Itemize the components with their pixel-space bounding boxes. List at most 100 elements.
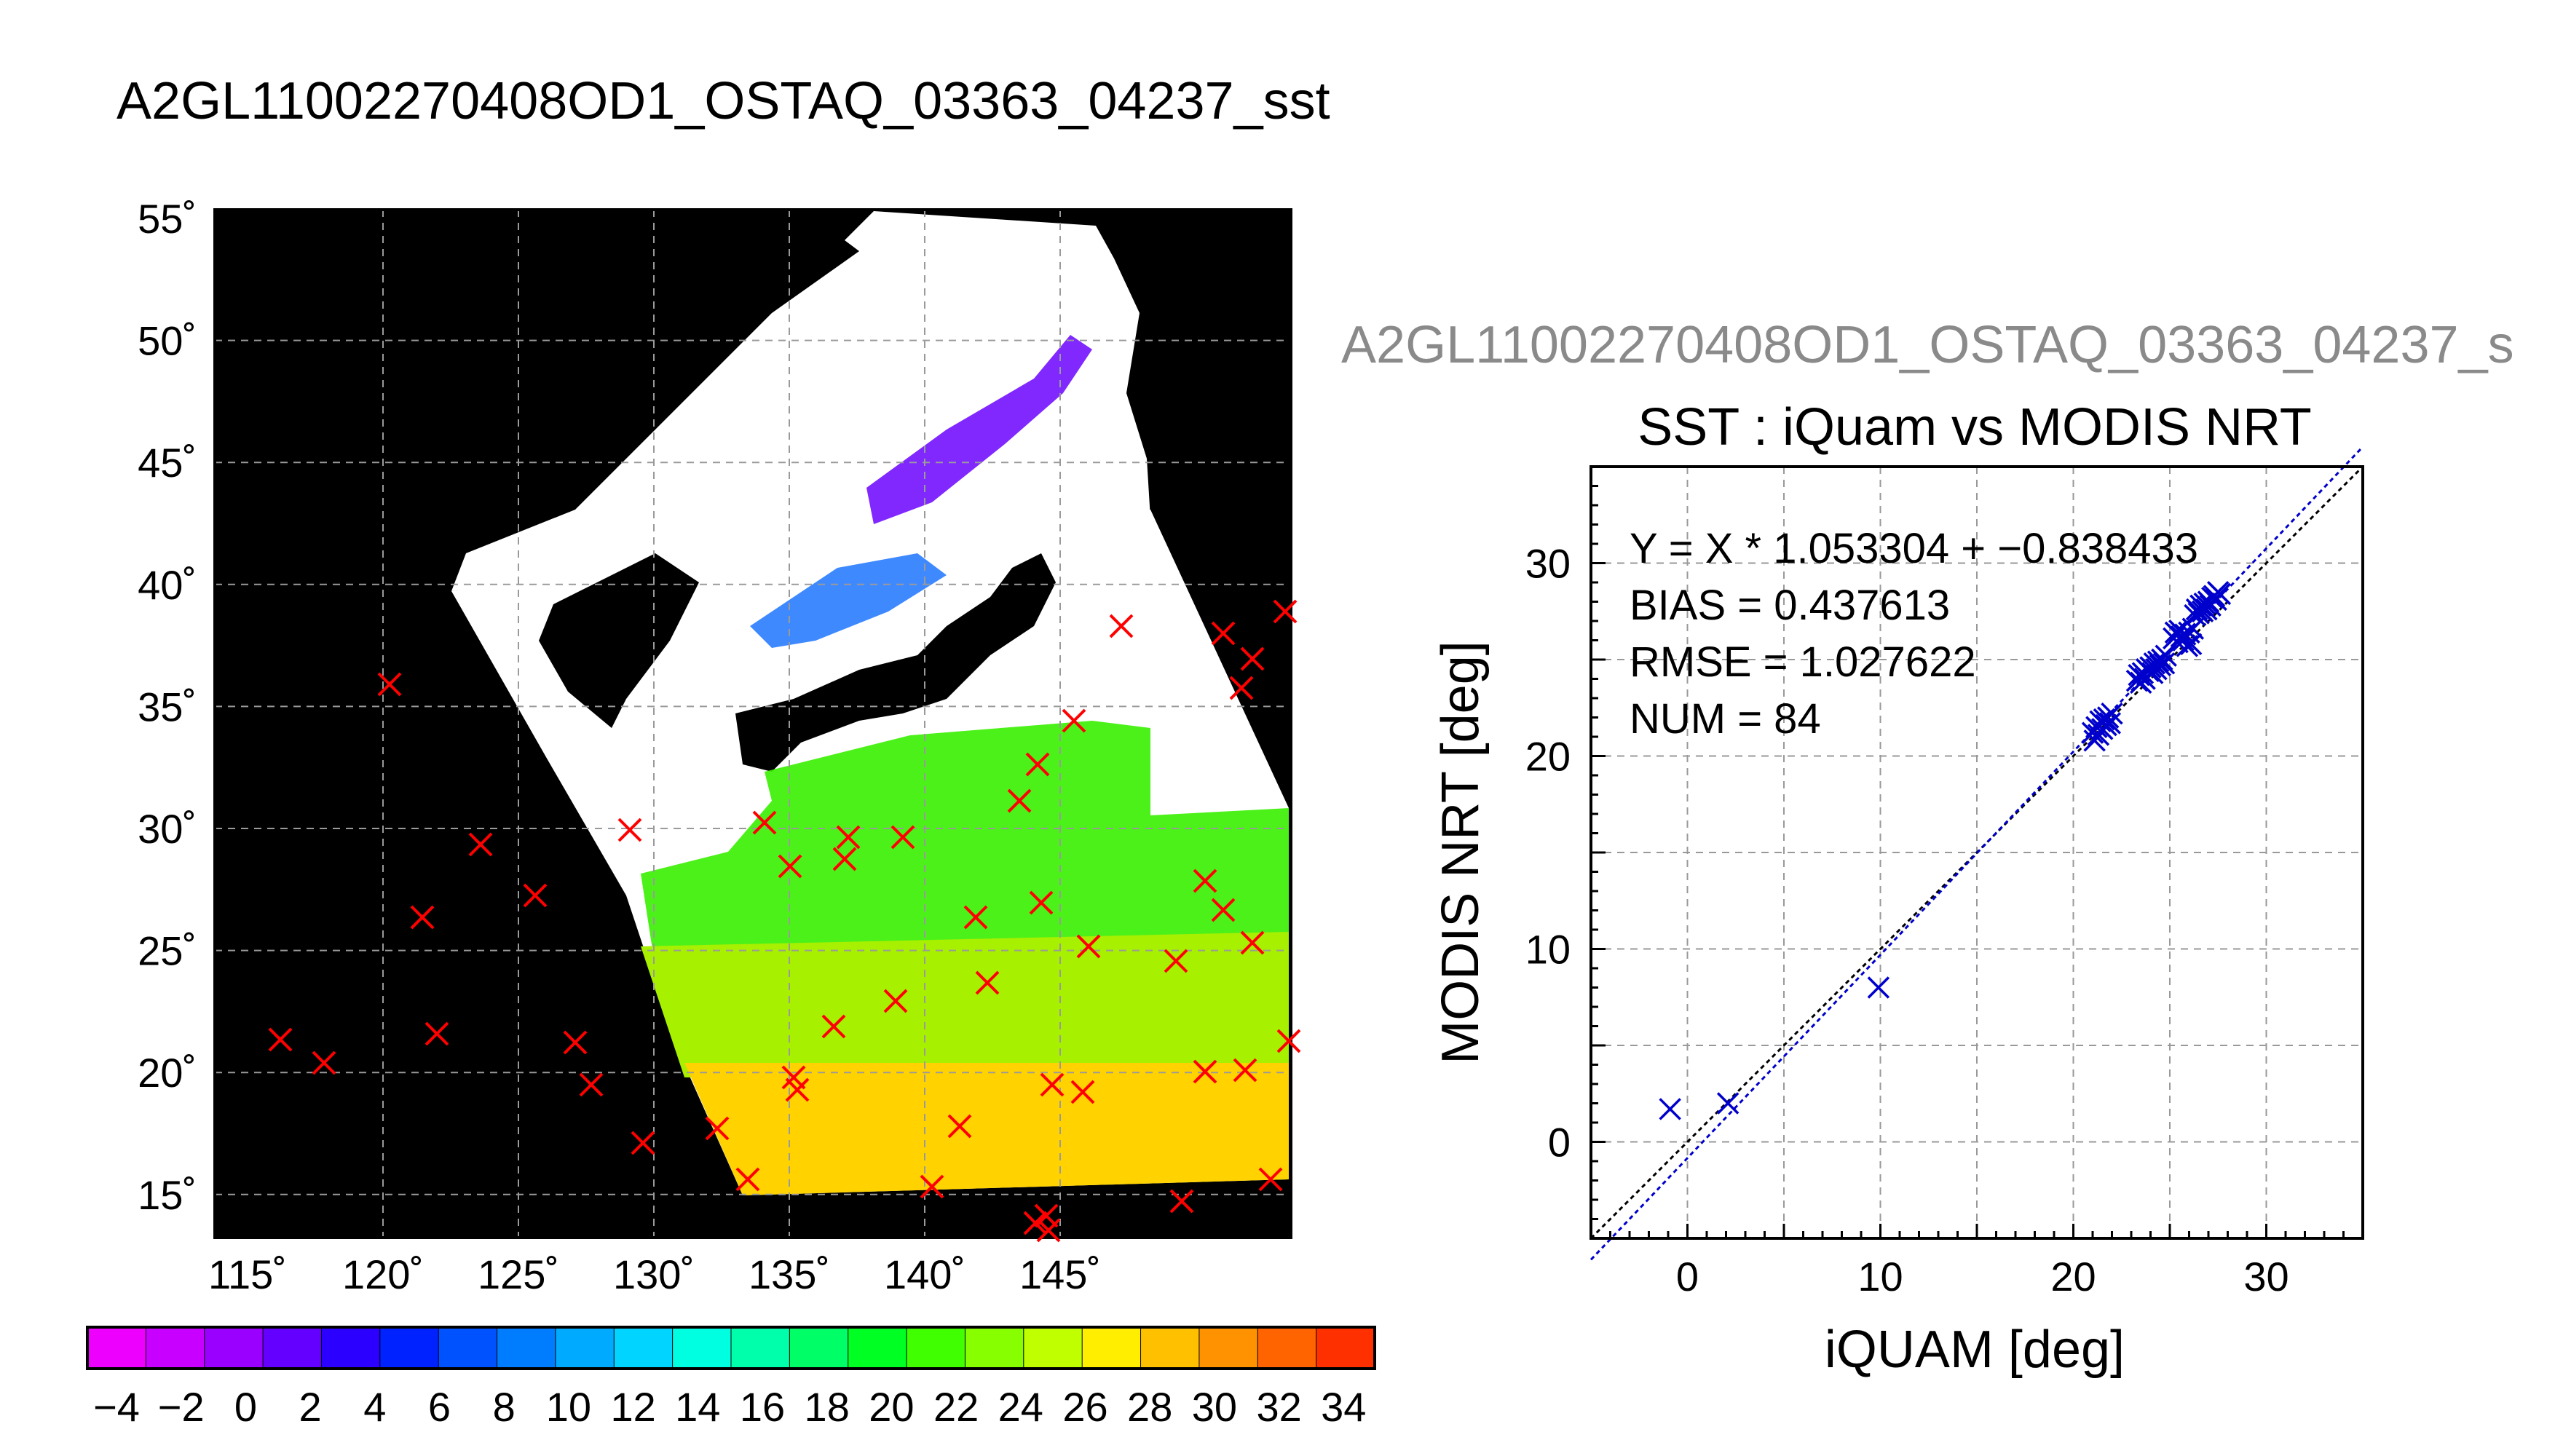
colorbar-label: 20: [869, 1384, 914, 1430]
buoy-markers: [268, 599, 1301, 1243]
colorbar: −4 −2 0 2 4 6 8 10 12 14 16 18 20 22 24 26 28 30 32 34: [86, 1326, 1376, 1430]
num-stat: NUM = 84: [1630, 695, 1821, 743]
colorbar-label: 6: [428, 1384, 451, 1430]
colorbar-label: 26: [1062, 1384, 1107, 1430]
colorbar-cell: [497, 1326, 556, 1369]
scatter-point: [2143, 652, 2166, 675]
colorbar-label: 8: [493, 1384, 516, 1430]
map-grid: [215, 210, 1291, 1238]
buoy-marker: [836, 825, 861, 850]
colorbar-label: 4: [363, 1384, 386, 1430]
buoy-marker: [1169, 1189, 1194, 1214]
scatter-grid: [1591, 467, 2363, 1238]
colorbar-cell: [1198, 1326, 1259, 1369]
colorbar-cell: [672, 1326, 732, 1369]
buoy-marker: [1025, 752, 1050, 777]
buoy-marker: [268, 1027, 293, 1052]
buoy-marker: [735, 1167, 760, 1192]
lon-tick-label: 130˚: [613, 1251, 695, 1297]
lat-tick-label: 35˚: [138, 684, 197, 729]
buoy-marker: [891, 825, 915, 850]
land-korea: [539, 553, 699, 728]
colorbar-cell: [789, 1326, 849, 1369]
buoy-marker: [563, 1030, 588, 1055]
scatter-points: [1659, 581, 2232, 1120]
colorbar-cell: [438, 1326, 498, 1369]
buoy-marker: [1062, 708, 1086, 733]
buoy-marker: [1040, 1072, 1065, 1097]
sst-map: 55˚ 50˚ 45˚ 40˚ 35˚ 30˚ 25˚ 20˚ 15˚ 115˚ 120˚ 125˚…: [138, 196, 1301, 1297]
colorbar-label: 28: [1127, 1384, 1172, 1430]
colorbar-label: 24: [998, 1384, 1043, 1430]
lat-tick-label: 25˚: [138, 928, 197, 974]
scatter-header: A2GL11002270408OD1_OSTAQ_03363_04237_s: [1341, 316, 2514, 374]
colorbar-cell: [1081, 1326, 1142, 1369]
colorbar-label: 30: [1192, 1384, 1237, 1430]
y-axis-label: MODIS NRT [deg]: [1431, 641, 1490, 1064]
scatter-point: [2101, 702, 2123, 725]
buoy-marker: [1007, 788, 1032, 813]
colorbar-label: 32: [1256, 1384, 1301, 1430]
sst-cool: [750, 553, 947, 648]
y-tick-label: 0: [1548, 1120, 1571, 1166]
sst-cold: [866, 335, 1092, 524]
buoy-marker: [752, 810, 777, 835]
scatter-point: [2098, 712, 2122, 735]
buoy-marker: [785, 1077, 810, 1102]
colorbar-frame: [86, 1326, 1376, 1370]
x-tick-label: 20: [2050, 1254, 2096, 1299]
colorbar-label: 2: [299, 1384, 322, 1430]
lat-tick-label: 15˚: [138, 1172, 197, 1218]
buoy-marker: [579, 1072, 604, 1097]
scatter-point: [2208, 582, 2232, 606]
land-japan: [735, 553, 1056, 772]
lon-tick-label: 145˚: [1019, 1251, 1101, 1297]
buoy-marker: [410, 905, 435, 930]
scatter-point: [2152, 652, 2176, 675]
scatter-point: [2083, 729, 2106, 752]
buoy-marker: [1029, 890, 1054, 915]
figure-title: A2GL11002270408OD1_OSTAQ_03363_04237_sst: [117, 72, 1330, 130]
colorbar-cell: [848, 1326, 908, 1369]
buoy-marker: [778, 854, 802, 879]
buoy-marker: [832, 847, 857, 871]
y-tick-label: 10: [1525, 927, 1571, 973]
lon-tick-label: 125˚: [478, 1251, 559, 1297]
buoy-marker: [1233, 1058, 1257, 1083]
y-tick-label: 30: [1525, 541, 1571, 587]
fit-equation: Y = X * 1.053304 + −0.838433: [1630, 525, 2198, 572]
buoy-marker: [1211, 621, 1236, 646]
scatter-point: [2170, 625, 2193, 648]
buoy-marker: [631, 1131, 655, 1155]
buoy-marker: [1211, 898, 1236, 922]
colorbar-label: 10: [546, 1384, 591, 1430]
colorbar-label: 0: [234, 1384, 257, 1430]
colorbar-cell: [262, 1326, 323, 1369]
buoy-marker: [1240, 646, 1265, 671]
buoy-marker: [1193, 869, 1217, 893]
colorbar-cells: [87, 1326, 1375, 1369]
scatter-point: [2149, 654, 2171, 677]
lon-tick-label: 135˚: [749, 1251, 830, 1297]
map-frame: [213, 208, 1292, 1239]
buoy-marker: [705, 1116, 730, 1141]
scatter-title: SST : iQuam vs MODIS NRT: [1638, 398, 2312, 456]
buoy-marker: [312, 1051, 336, 1075]
scatter-plot: SST : iQuam vs MODIS NRT 0 10 20 30 0 10 20 30…: [1431, 398, 2364, 1379]
x-axis-ticks: 0 10 20 30: [1590, 1224, 2364, 1299]
buoy-marker: [947, 1114, 972, 1139]
buoy-marker: [1240, 930, 1265, 955]
scatter-point: [1867, 976, 1890, 999]
buoy-marker: [377, 672, 402, 697]
colorbar-cell: [145, 1326, 205, 1369]
buoy-marker: [617, 818, 642, 842]
colorbar-cell: [1140, 1326, 1200, 1369]
lon-tick-label: 115˚: [208, 1251, 287, 1297]
buoy-marker: [1076, 934, 1101, 959]
colorbar-cell: [1257, 1326, 1317, 1369]
colorbar-cell: [87, 1326, 147, 1369]
buoy-marker: [963, 905, 988, 930]
buoy-marker: [523, 883, 548, 908]
colorbar-label: 34: [1321, 1384, 1366, 1430]
buoy-marker: [1036, 1218, 1061, 1243]
